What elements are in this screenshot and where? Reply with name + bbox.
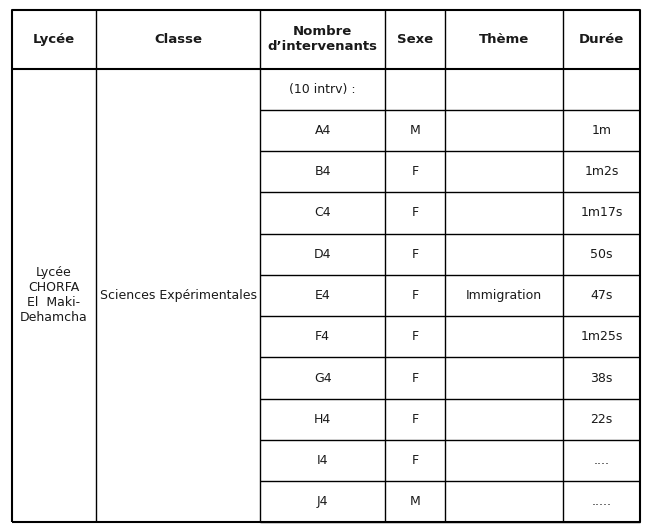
Text: F: F	[411, 371, 419, 385]
Text: Sciences Expérimentales: Sciences Expérimentales	[100, 289, 257, 302]
Text: 1m17s: 1m17s	[580, 206, 623, 220]
Text: Nombre
d’intervenants: Nombre d’intervenants	[267, 25, 378, 53]
Text: Classe: Classe	[154, 32, 202, 46]
Text: Immigration: Immigration	[466, 289, 542, 302]
Text: J4: J4	[317, 495, 329, 508]
Text: F: F	[411, 206, 419, 220]
Text: 1m: 1m	[591, 124, 612, 137]
Text: I4: I4	[317, 454, 329, 467]
Text: F: F	[411, 289, 419, 302]
Text: D4: D4	[314, 248, 331, 261]
Text: F: F	[411, 165, 419, 178]
Text: 50s: 50s	[590, 248, 613, 261]
Text: 1m2s: 1m2s	[584, 165, 619, 178]
Text: F: F	[411, 248, 419, 261]
Text: Lycée
CHORFA
El  Maki-
Dehamcha: Lycée CHORFA El Maki- Dehamcha	[20, 267, 87, 325]
Text: M: M	[409, 124, 421, 137]
Text: F: F	[411, 330, 419, 343]
Text: A4: A4	[314, 124, 331, 137]
Text: Thème: Thème	[479, 32, 529, 46]
Text: M: M	[409, 495, 421, 508]
Text: B4: B4	[314, 165, 331, 178]
Text: ....: ....	[593, 454, 610, 467]
Text: Durée: Durée	[579, 32, 624, 46]
Text: 47s: 47s	[591, 289, 613, 302]
Text: 38s: 38s	[591, 371, 613, 385]
Text: Sexe: Sexe	[397, 32, 433, 46]
Text: F: F	[411, 413, 419, 426]
Text: F: F	[411, 454, 419, 467]
Text: H4: H4	[314, 413, 331, 426]
Text: (10 intrv) :: (10 intrv) :	[289, 82, 356, 96]
Text: G4: G4	[314, 371, 331, 385]
Text: .....: .....	[591, 495, 612, 508]
Text: F4: F4	[315, 330, 330, 343]
Text: Lycée: Lycée	[33, 32, 75, 46]
Text: 1m25s: 1m25s	[580, 330, 623, 343]
Text: E4: E4	[315, 289, 331, 302]
Text: 22s: 22s	[591, 413, 613, 426]
Text: C4: C4	[314, 206, 331, 220]
